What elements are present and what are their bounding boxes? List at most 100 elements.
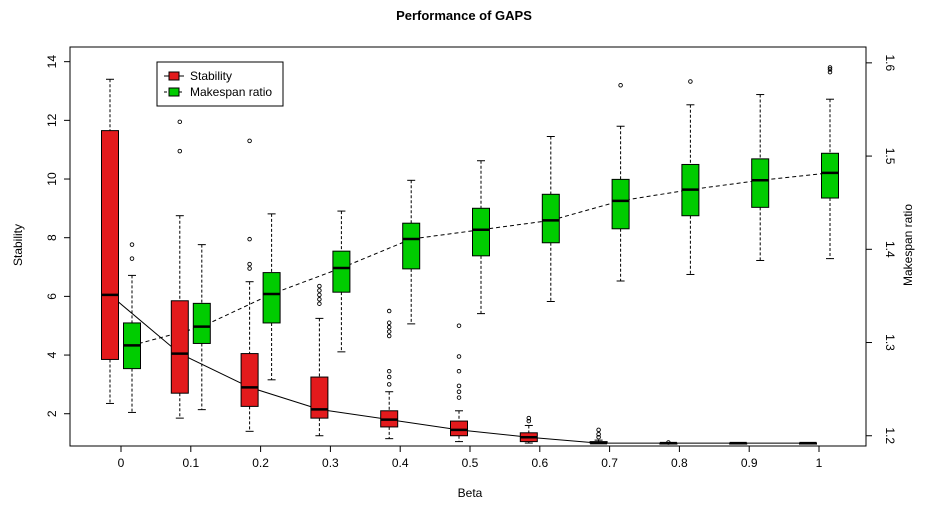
y-axis-left: 2 4 6 8 10 12 14 <box>45 55 70 417</box>
outlier-point <box>177 148 183 154</box>
x-tick-label: 1 <box>816 456 823 470</box>
box-plots <box>101 65 839 445</box>
outlier-point <box>827 67 833 72</box>
box-group <box>380 308 399 440</box>
outlier-point <box>177 119 183 125</box>
x-tick-label: 0.6 <box>531 456 548 470</box>
box <box>821 152 839 199</box>
box-group <box>450 323 468 443</box>
box <box>472 207 490 257</box>
box <box>332 250 351 293</box>
outlier-point <box>827 65 833 70</box>
trend-lines <box>109 172 831 444</box>
box <box>192 302 211 344</box>
box-group <box>589 427 608 445</box>
x-tick-label: 0.8 <box>671 456 688 470</box>
plot-border <box>69 46 867 447</box>
outlier-point <box>386 324 392 330</box>
outlier-point <box>247 236 252 242</box>
x-tick-label: 0.2 <box>252 456 269 470</box>
x-tick-label: 0.3 <box>322 456 339 470</box>
plot-frame <box>69 46 867 447</box>
outlier-point <box>688 79 693 84</box>
outlier-point <box>526 415 532 421</box>
outlier-point <box>596 432 601 437</box>
box-group <box>240 138 259 432</box>
outlier-point <box>386 320 392 326</box>
box <box>402 222 421 270</box>
y-tick-label: 6 <box>45 293 59 300</box>
box-group <box>472 160 490 315</box>
x-tick-label: 0.7 <box>601 456 618 470</box>
box-group <box>681 79 700 275</box>
outlier-point <box>386 329 392 334</box>
box <box>541 193 560 244</box>
y2-tick-label: 1.6 <box>883 55 897 72</box>
outlier-point <box>317 301 322 306</box>
y-tick-label: 14 <box>45 55 59 69</box>
outlier-point <box>596 434 601 440</box>
box-group <box>170 119 189 419</box>
box-group <box>799 441 817 445</box>
box-group <box>751 94 770 261</box>
outlier-point <box>386 368 392 374</box>
x-tick-label: 0.9 <box>741 456 758 470</box>
box <box>262 272 281 324</box>
box-group <box>332 210 351 353</box>
y-axis-title: Stability <box>11 224 25 266</box>
outlier-point <box>247 261 252 267</box>
outlier-point <box>386 308 392 314</box>
outlier-point <box>317 297 322 302</box>
outlier-point <box>386 374 392 380</box>
outlier-point <box>618 82 623 88</box>
box-group <box>123 242 141 413</box>
y-tick-label: 2 <box>45 410 59 417</box>
outlier-point <box>317 292 322 298</box>
outlier-point <box>456 395 462 400</box>
x-tick-label: 0.4 <box>392 456 409 470</box>
box <box>310 376 329 419</box>
outlier-point <box>596 427 601 433</box>
outlier-point <box>386 382 392 387</box>
y2-axis-title: Makespan ratio <box>901 204 915 286</box>
box-group <box>611 82 630 282</box>
x-tick-label: 0 <box>118 456 125 470</box>
outlier-point <box>129 256 135 261</box>
y-tick-label: 12 <box>45 113 59 127</box>
box-group <box>519 415 538 444</box>
box-group <box>821 65 839 260</box>
box-group <box>402 179 421 325</box>
y-axis-right: 1.2 1.3 1.4 1.5 1.6 <box>866 55 897 444</box>
x-tick-label: 0.5 <box>462 456 479 470</box>
outlier-point <box>247 266 252 271</box>
outlier-point <box>456 354 462 359</box>
y-tick-label: 10 <box>45 172 59 186</box>
legend-stability-swatch <box>168 71 180 81</box>
box <box>240 353 259 407</box>
box <box>611 178 630 230</box>
outlier-point <box>247 138 252 144</box>
x-axis-title: Beta <box>458 486 483 500</box>
box <box>101 130 119 360</box>
x-tick-label: 0.1 <box>182 456 199 470</box>
y2-tick-label: 1.3 <box>883 334 897 351</box>
outlier-point <box>456 368 462 374</box>
box <box>170 300 189 394</box>
y-tick-label: 8 <box>45 234 59 241</box>
y2-tick-label: 1.5 <box>883 148 897 165</box>
box <box>450 420 468 437</box>
box-group <box>541 135 560 303</box>
outlier-point <box>386 333 392 339</box>
box-group <box>310 283 329 437</box>
outlier-point <box>317 288 322 293</box>
box-group <box>729 441 748 445</box>
y2-tick-label: 1.4 <box>883 241 897 258</box>
outlier-point <box>666 440 671 445</box>
chart-title: Performance of GAPS <box>396 8 532 23</box>
legend: Stability Makespan ratio <box>156 61 284 107</box>
outlier-point <box>129 242 135 247</box>
outlier-point <box>456 389 462 394</box>
outlier-point <box>827 69 833 75</box>
outlier-point <box>526 418 532 424</box>
